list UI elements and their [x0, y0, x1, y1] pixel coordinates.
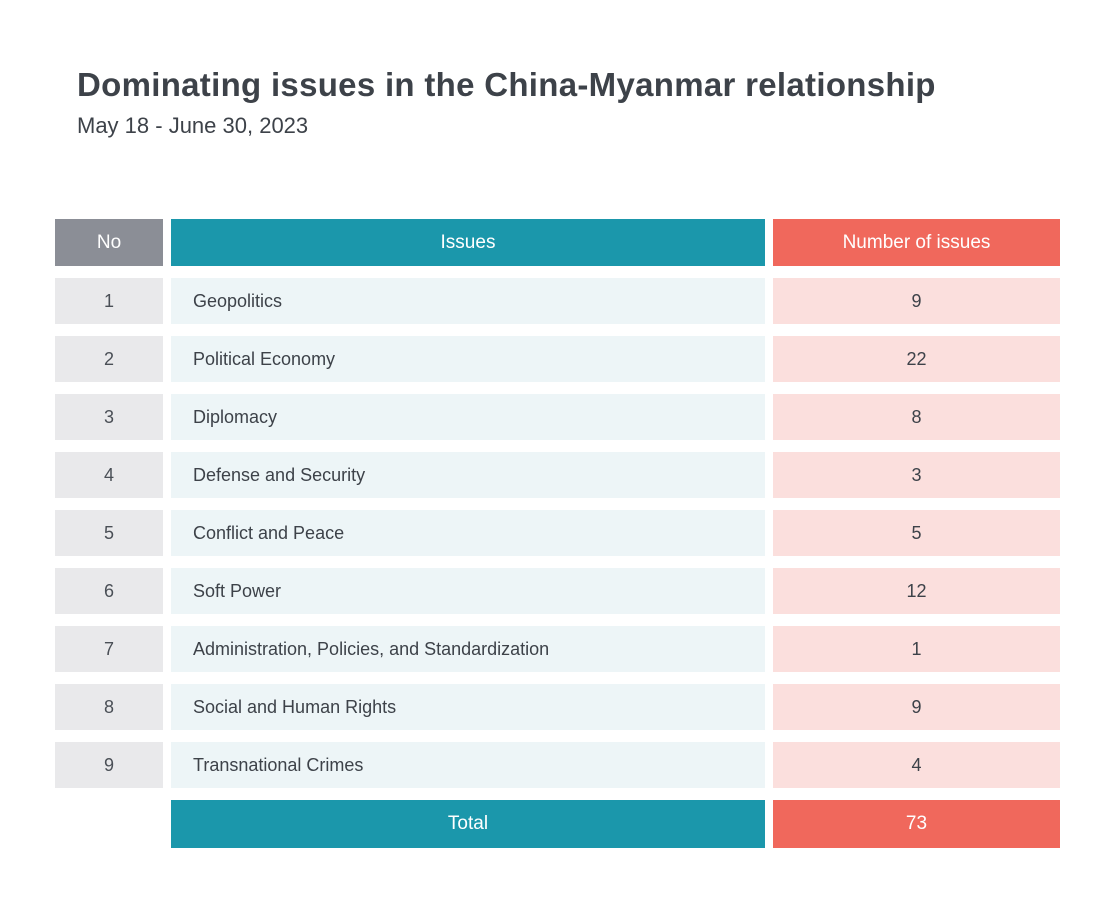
row-count: 9 [773, 684, 1060, 730]
row-no: 1 [55, 278, 163, 324]
row-issue: Administration, Policies, and Standardiz… [171, 626, 765, 672]
row-no: 4 [55, 452, 163, 498]
row-no: 5 [55, 510, 163, 556]
row-issue: Geopolitics [171, 278, 765, 324]
page: Dominating issues in the China-Myanmar r… [55, 66, 1110, 848]
total-label: Total [171, 800, 765, 848]
row-no: 8 [55, 684, 163, 730]
row-no: 9 [55, 742, 163, 788]
row-issue: Diplomacy [171, 394, 765, 440]
column-header-no: No [55, 219, 163, 266]
column-header-number: Number of issues [773, 219, 1060, 266]
row-count: 8 [773, 394, 1060, 440]
row-count: 9 [773, 278, 1060, 324]
title-block: Dominating issues in the China-Myanmar r… [77, 66, 1110, 139]
page-subtitle: May 18 - June 30, 2023 [77, 113, 309, 138]
row-no: 2 [55, 336, 163, 382]
row-count: 12 [773, 568, 1060, 614]
total-spacer [55, 800, 163, 848]
row-issue: Transnational Crimes [171, 742, 765, 788]
row-issue: Soft Power [171, 568, 765, 614]
row-count: 4 [773, 742, 1060, 788]
row-count: 5 [773, 510, 1060, 556]
row-issue: Social and Human Rights [171, 684, 765, 730]
row-no: 7 [55, 626, 163, 672]
row-no: 3 [55, 394, 163, 440]
issues-table: No Issues Number of issues 1 Geopolitics… [55, 219, 1060, 848]
row-no: 6 [55, 568, 163, 614]
row-issue: Political Economy [171, 336, 765, 382]
page-title: Dominating issues in the China-Myanmar r… [77, 66, 936, 103]
column-header-issues: Issues [171, 219, 765, 266]
row-count: 3 [773, 452, 1060, 498]
row-count: 22 [773, 336, 1060, 382]
row-count: 1 [773, 626, 1060, 672]
total-count: 73 [773, 800, 1060, 848]
row-issue: Defense and Security [171, 452, 765, 498]
row-issue: Conflict and Peace [171, 510, 765, 556]
